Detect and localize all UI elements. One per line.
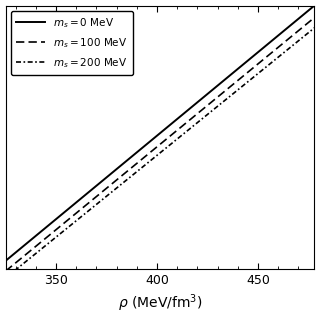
Legend: $m_s = 0$ MeV, $m_s = 100$ MeV, $m_s = 200$ MeV: $m_s = 0$ MeV, $m_s = 100$ MeV, $m_s = 2…: [11, 11, 133, 75]
X-axis label: $\rho$ (MeV/fm$^3$): $\rho$ (MeV/fm$^3$): [118, 293, 202, 315]
